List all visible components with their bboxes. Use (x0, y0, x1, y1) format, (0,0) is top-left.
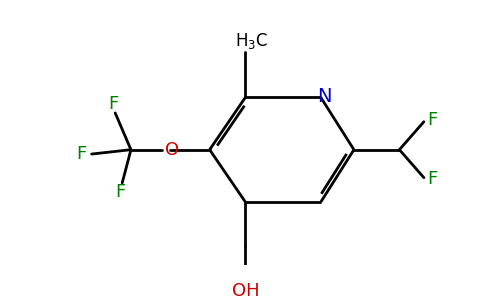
Text: H$_3$C: H$_3$C (235, 31, 268, 51)
Text: F: F (427, 111, 438, 129)
Text: F: F (427, 170, 438, 188)
Text: F: F (76, 145, 86, 163)
Text: O: O (165, 141, 179, 159)
Text: OH: OH (232, 282, 259, 300)
Text: F: F (115, 183, 125, 201)
Text: F: F (108, 95, 119, 113)
Text: N: N (317, 87, 332, 106)
